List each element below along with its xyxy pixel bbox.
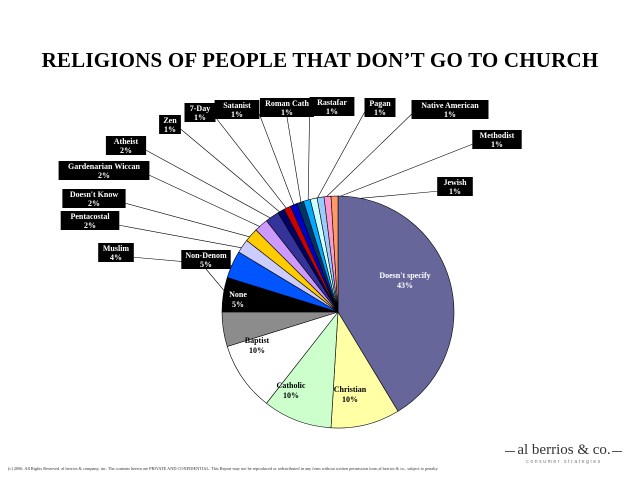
leader-line-gardenarian-wiccan: [149, 174, 265, 229]
callout-box-rastafar: [309, 97, 355, 116]
callout-value-native-american: 1%: [444, 110, 456, 119]
brand-logo-tagline: consumer strategies: [526, 459, 602, 465]
callout-box-muslim: [98, 243, 134, 262]
leader-line-pagan: [314, 112, 365, 204]
pie-slice-jewish: [330, 195, 339, 313]
callout-box-7-day: [184, 103, 216, 122]
slice-value-doesn-t-specify: 43%: [397, 281, 413, 290]
callout-value-gardenarian-wiccan: 2%: [98, 171, 110, 180]
callout-label-jewish: Jewish: [443, 178, 467, 187]
leader-line-roman-cath: [286, 116, 302, 207]
slice-label-none: None: [229, 290, 247, 299]
leader-line-atheist: [145, 149, 275, 221]
leader-line-native-american: [320, 114, 412, 203]
callout-box-doesn-t-know: [62, 189, 126, 208]
callout-box-native-american: [411, 100, 489, 119]
inside-labels: Doesn't specify43%Christian10%Catholic10…: [229, 271, 431, 404]
callout-value-methodist: 1%: [491, 140, 503, 149]
callout-label-pagan: Pagan: [369, 99, 391, 108]
pie-slice-doesn-t-specify: [337, 195, 455, 412]
callout-labels: Non-Denom5%Muslim4%Pentacostal2%Doesn't …: [58, 97, 522, 269]
callout-label-atheist: Atheist: [114, 137, 139, 146]
callout-value-7-day: 1%: [194, 113, 206, 122]
callout-label-native-american: Native American: [421, 101, 479, 110]
callout-label-roman-cath: Roman Cath: [265, 99, 309, 108]
callout-value-non-denom: 5%: [200, 260, 212, 269]
leader-line-satanist: [259, 114, 296, 210]
callout-value-muslim: 4%: [110, 253, 122, 262]
leader-line-7-day: [215, 117, 290, 213]
callout-box-pagan: [364, 98, 396, 117]
callout-label-muslim: Muslim: [103, 244, 130, 253]
callout-box-methodist: [472, 130, 522, 149]
slice-value-catholic: 10%: [283, 391, 299, 400]
callout-box-zen: [159, 115, 181, 134]
callout-value-rastafar: 1%: [326, 107, 338, 116]
callout-value-jewish: 1%: [449, 187, 461, 196]
leader-line-doesn-t-know: [125, 202, 255, 239]
callout-value-pentacostal: 2%: [84, 221, 96, 230]
callout-box-atheist: [105, 136, 147, 155]
brand-logo-name: al berrios & co.: [517, 442, 611, 458]
slice-value-christian: 10%: [342, 395, 358, 404]
callout-value-atheist: 2%: [120, 146, 132, 155]
callout-label-non-denom: Non-Denom: [185, 251, 227, 260]
copyright-footer: (c) 2006. All Rights Reserved. al berrio…: [8, 466, 439, 471]
callout-box-pentacostal: [60, 211, 120, 230]
callout-label-satanist: Satanist: [223, 101, 251, 110]
leader-line-rastafar: [307, 111, 310, 205]
leader-line-zen: [180, 129, 284, 216]
slice-label-christian: Christian: [334, 385, 367, 394]
slice-value-none: 5%: [232, 300, 244, 309]
callout-value-zen: 1%: [164, 125, 176, 134]
leader-line-pentacostal: [119, 224, 247, 249]
callout-leaders: [119, 111, 473, 296]
slice-label-catholic: Catholic: [277, 381, 306, 390]
callout-value-pagan: 1%: [374, 108, 386, 117]
pie-slices: [221, 195, 455, 429]
callout-label-gardenarian-wiccan: Gardenarian Wiccan: [68, 162, 140, 171]
callout-label-pentacostal: Pentacostal: [70, 212, 110, 221]
callout-label-doesn-t-know: Doesn't Know: [70, 190, 118, 199]
callout-box-gardenarian-wiccan: [58, 161, 150, 180]
callout-value-roman-cath: 1%: [281, 108, 293, 117]
brand-rule-left: [505, 451, 515, 452]
chart-title: RELIGIONS OF PEOPLE THAT DON’T GO TO CHU…: [41, 48, 599, 72]
leader-line-methodist: [327, 143, 473, 202]
callout-value-satanist: 1%: [231, 110, 243, 119]
callout-label-methodist: Methodist: [480, 131, 515, 140]
slice-value-baptist: 10%: [249, 346, 265, 355]
callout-box-roman-cath: [260, 98, 314, 117]
callout-box-jewish: [437, 177, 473, 196]
slice-label-baptist: Baptist: [245, 336, 270, 345]
callout-label-7-day: 7-Day: [190, 104, 210, 113]
callout-box-satanist: [214, 100, 260, 119]
callout-value-doesn-t-know: 2%: [88, 199, 100, 208]
slice-label-doesn-t-specify: Doesn't specify: [379, 271, 430, 280]
callout-label-zen: Zen: [163, 116, 177, 125]
callout-box-non-denom: [181, 250, 231, 269]
brand-rule-right: [612, 451, 622, 452]
callout-label-rastafar: Rastafar: [317, 98, 347, 107]
